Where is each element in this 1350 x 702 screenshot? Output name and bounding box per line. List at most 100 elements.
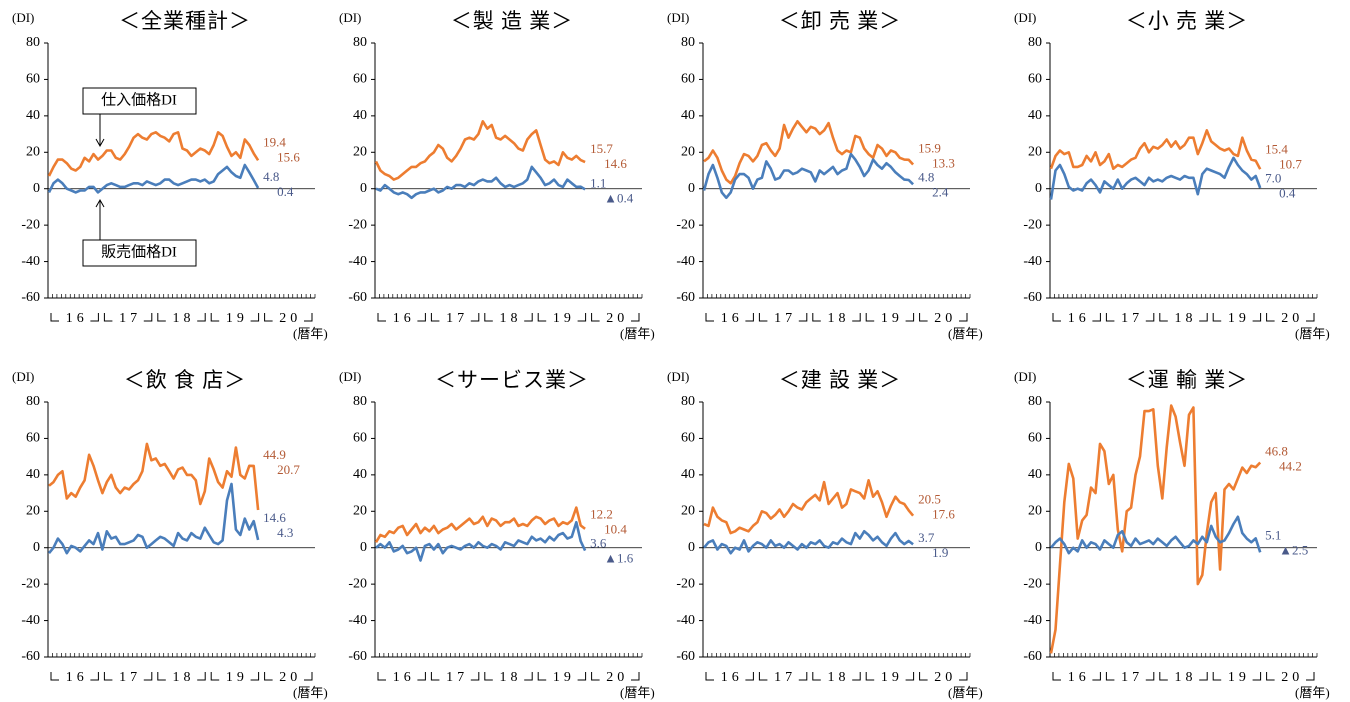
y-tick-label: -40 [21, 254, 40, 269]
x-tick-label: 17 [119, 670, 141, 685]
x-tick-label: 18 [1175, 311, 1197, 326]
legend-label: 販売価格DI [101, 243, 177, 260]
y-tick-label: 40 [26, 108, 40, 123]
year-bracket [484, 672, 533, 681]
year-bracket [484, 313, 533, 322]
value-label: 1.9 [932, 545, 948, 560]
x-tick-label: 16 [1068, 670, 1090, 685]
series-line [47, 482, 260, 555]
year-bracket [1266, 313, 1315, 322]
value-label: 44.2 [1279, 458, 1302, 473]
x-tick-label: 20 [279, 311, 301, 326]
series-line [375, 165, 586, 200]
panel-title: ＜サービス業＞ [435, 368, 589, 392]
x-tick-label: 17 [774, 670, 796, 685]
x-tick-label: 18 [173, 670, 195, 685]
x-tick-label: 16 [393, 670, 415, 685]
y-tick-label: -20 [676, 576, 695, 591]
year-bracket [812, 672, 861, 681]
year-bracket [537, 313, 587, 322]
panel-title: ＜運 輸 業＞ [1126, 368, 1249, 392]
value-label: 10.4 [604, 521, 627, 536]
y-tick-label: 40 [353, 467, 367, 482]
x-tick-label: 19 [881, 311, 903, 326]
y-tick-label: 80 [26, 394, 40, 409]
year-bracket [264, 672, 313, 681]
y-tick-label: 0 [688, 540, 695, 555]
year-bracket [705, 672, 754, 681]
value-label: 2.4 [932, 185, 949, 200]
x-axis-label: (暦年) [1295, 326, 1330, 341]
series-line [48, 442, 260, 511]
y-tick-label: 60 [1028, 431, 1042, 446]
year-bracket [919, 313, 968, 322]
year-bracket [591, 672, 640, 681]
value-label: ▲0.4 [604, 191, 634, 206]
value-label: 15.6 [277, 149, 300, 164]
year-bracket [865, 313, 915, 322]
y-tick-label: 0 [1035, 181, 1042, 196]
y-tick-label: 80 [1028, 35, 1042, 50]
panel-title: ＜小 売 業＞ [1126, 9, 1249, 33]
y-tick-label: 0 [33, 181, 40, 196]
y-axis-label: (DI) [12, 10, 34, 25]
y-tick-label: -20 [21, 576, 40, 591]
y-tick-label: 0 [360, 181, 367, 196]
value-label: ▲2.5 [1279, 542, 1308, 557]
legend-box [82, 87, 197, 115]
y-axis-label: (DI) [339, 369, 361, 384]
value-label: 4.3 [277, 525, 293, 540]
year-bracket [264, 313, 313, 322]
value-label: 46.8 [1265, 443, 1288, 458]
x-tick-label: 19 [1228, 311, 1250, 326]
x-tick-label: 18 [828, 670, 850, 685]
y-tick-label: 80 [681, 394, 695, 409]
value-label: 19.4 [263, 134, 286, 149]
value-label: 0.4 [277, 184, 294, 199]
y-tick-label: -60 [676, 649, 695, 664]
y-tick-label: -60 [21, 649, 40, 664]
y-tick-label: 40 [353, 108, 367, 123]
y-tick-label: 20 [353, 145, 367, 160]
y-axis-label: (DI) [667, 369, 689, 384]
year-bracket [157, 672, 206, 681]
y-tick-label: 0 [1035, 540, 1042, 555]
series-line [703, 530, 914, 555]
y-tick-label: 60 [681, 72, 695, 87]
x-tick-label: 19 [881, 670, 903, 685]
y-tick-label: 20 [1028, 145, 1042, 160]
value-label: 4.8 [263, 169, 279, 184]
y-tick-label: -20 [1023, 576, 1042, 591]
y-tick-label: 60 [353, 431, 367, 446]
value-label: 17.6 [932, 506, 955, 521]
x-tick-label: 20 [934, 311, 956, 326]
x-tick-label: 20 [1281, 311, 1303, 326]
y-tick-label: -20 [1023, 217, 1042, 232]
y-tick-label: 20 [1028, 504, 1042, 519]
year-bracket [1105, 313, 1155, 322]
y-tick-label: 20 [26, 504, 40, 519]
year-bracket [430, 672, 480, 681]
x-tick-label: 19 [226, 311, 248, 326]
x-axis-label: (暦年) [948, 685, 983, 700]
year-bracket [103, 672, 153, 681]
x-tick-label: 19 [1228, 670, 1250, 685]
y-axis-label: (DI) [1014, 10, 1036, 25]
value-label: 3.6 [590, 535, 607, 550]
value-label: 7.0 [1265, 171, 1281, 186]
x-axis-label: (暦年) [620, 685, 655, 700]
y-tick-label: 20 [26, 145, 40, 160]
y-tick-label: 80 [353, 394, 367, 409]
series-line [374, 120, 586, 181]
value-label: 20.5 [918, 491, 941, 506]
x-tick-label: 18 [828, 311, 850, 326]
x-tick-label: 20 [1281, 670, 1303, 685]
y-tick-label: -40 [676, 254, 695, 269]
x-tick-label: 20 [606, 311, 628, 326]
year-bracket [157, 313, 206, 322]
legend-arrow [95, 198, 105, 240]
x-tick-label: 16 [721, 311, 743, 326]
year-bracket [919, 672, 968, 681]
value-label: 15.4 [1265, 142, 1288, 157]
value-label: 1.1 [590, 176, 606, 191]
